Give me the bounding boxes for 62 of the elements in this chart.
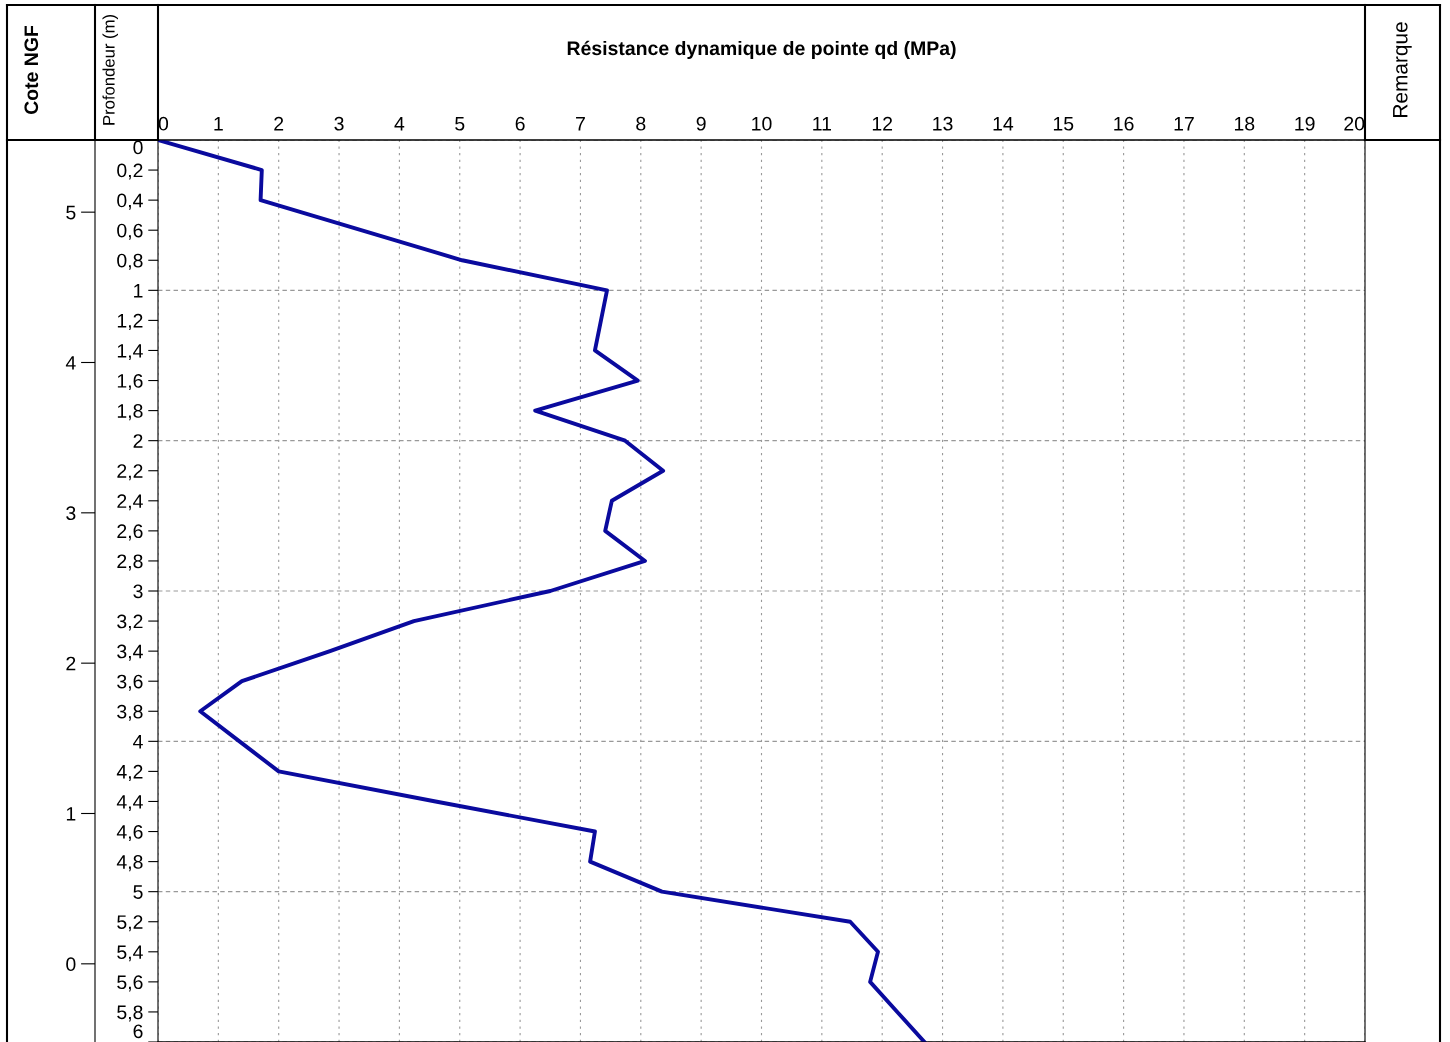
y-tick-label: 4,4 (116, 795, 143, 811)
y-tick-label: 2,4 (117, 494, 143, 511)
y-tick-label: 4 (133, 735, 143, 749)
y-tick-label: 5,6 (117, 975, 143, 992)
y-tick-label: 1,8 (117, 404, 143, 421)
y-tick-label: 4,8 (116, 855, 143, 872)
x-tick-label: 7 (576, 117, 585, 131)
y-tick-label: 0,8 (117, 253, 143, 270)
x-tick-label: 6 (515, 116, 525, 131)
y-tick-label: 1,6 (117, 374, 143, 391)
x-tick-label: 12 (872, 116, 893, 131)
y-tick-label: 3,2 (117, 614, 143, 631)
y-tick-label: 3,6 (117, 674, 143, 691)
y-tick-label: 4,6 (116, 825, 143, 842)
x-tick-label: 14 (993, 117, 1014, 131)
x-tick-label: 19 (1295, 116, 1315, 131)
x-axis-title: Résistance dynamique de pointe qd (MPa) (567, 40, 956, 60)
y2-tick-label: 1 (66, 807, 76, 821)
y-tick-label: 3,8 (117, 704, 143, 721)
y2-axis-title: Cote NGF (24, 25, 39, 115)
x-tick-label: 0 (158, 116, 169, 131)
y-tick-label: 2,6 (117, 524, 143, 541)
y2-tick-label: 4 (65, 356, 76, 370)
y2-tick-label: 3 (66, 506, 76, 521)
y2-tick-label: 5 (66, 205, 76, 220)
y2-tick-label: 2 (66, 656, 76, 671)
x-tick-label: 3 (334, 116, 344, 131)
y-tick-label: 2,8 (117, 554, 143, 571)
y-tick-label: 3,4 (117, 644, 143, 661)
x-tick-label: 5 (455, 117, 465, 131)
x-tick-label: 11 (813, 117, 831, 131)
y2-tick-label: 0 (66, 957, 76, 972)
x-tick-label: 17 (1174, 117, 1194, 131)
x-tick-label: 13 (933, 116, 953, 131)
x-tick-label: 16 (1114, 116, 1134, 131)
x-tick-label: 9 (696, 116, 706, 131)
y-tick-label: 1 (134, 284, 143, 298)
y-axis-title: Profondeur (m) (102, 14, 118, 125)
y-tick-label: 6 (133, 1024, 143, 1039)
y-tick-label: 2 (133, 434, 143, 448)
y-tick-label: 0,6 (117, 223, 143, 240)
x-tick-label: 2 (274, 116, 284, 131)
y-tick-label: 1,2 (117, 313, 143, 330)
x-tick-label: 18 (1234, 116, 1255, 131)
y-tick-label: 3 (133, 584, 143, 599)
x-tick-label: 20 (1344, 116, 1365, 131)
y-tick-label: 0,4 (117, 193, 143, 210)
y-tick-label: 2,2 (117, 464, 143, 481)
y-tick-label: 0,2 (117, 163, 143, 180)
x-tick-label: 1 (214, 117, 223, 131)
y-tick-label: 0 (133, 140, 143, 155)
y-tick-label: 5,2 (117, 915, 143, 932)
x-tick-label: 8 (636, 116, 646, 131)
y-tick-label: 4,2 (116, 764, 143, 781)
x-tick-label: 4 (394, 117, 405, 131)
y-tick-label: 5,4 (117, 945, 143, 962)
y-tick-label: 5,8 (117, 1005, 143, 1022)
y-tick-label: 5 (133, 885, 143, 899)
x-tick-label: 15 (1053, 117, 1074, 131)
text: Remarque (1393, 22, 1412, 117)
y-tick-label: 1,4 (117, 344, 143, 360)
x-tick-label: 10 (752, 116, 772, 131)
